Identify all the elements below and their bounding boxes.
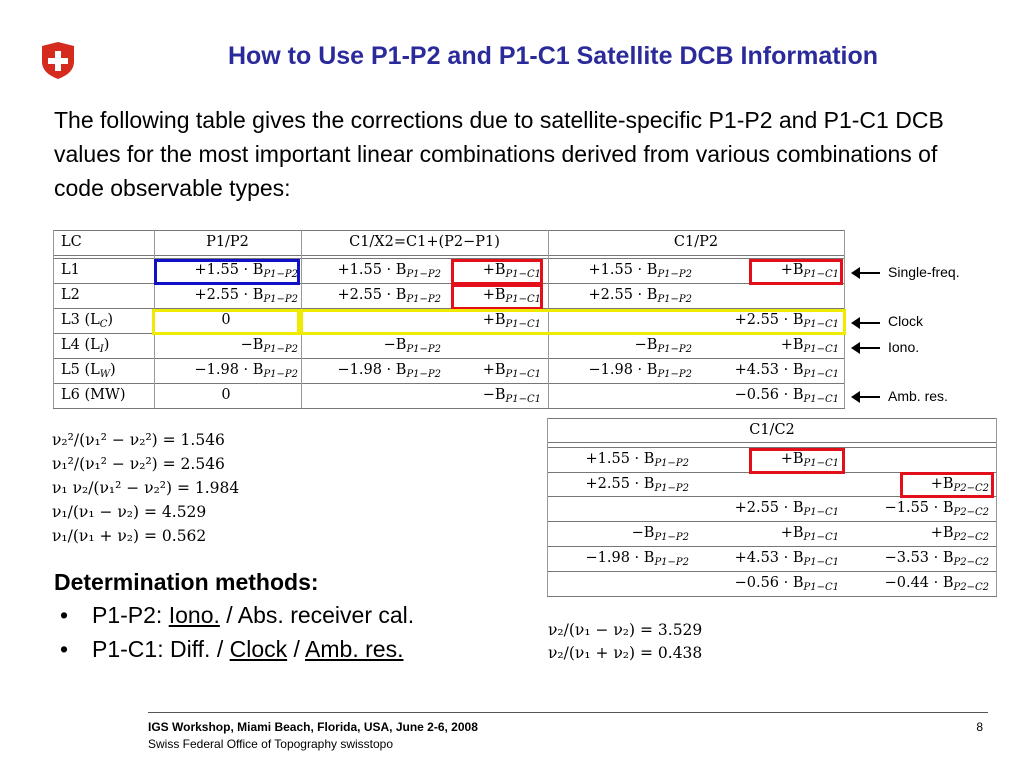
- table-row-lc: L3 (LC): [61, 312, 114, 330]
- c1c2-cell-b: +4.53 · BP1−C1: [734, 550, 839, 568]
- c1c2-cell-a: +1.55 · BP1−P2: [585, 451, 689, 469]
- footer-organization: Swiss Federal Office of Topography swiss…: [148, 737, 394, 751]
- formula-line-right: ν₂/(ν₁ − ν₂) = 3.529: [548, 621, 703, 639]
- table-cell-c1p2-a: −1.98 · BP1−P2: [588, 362, 692, 380]
- table-cell-c1x2-a: +1.55 · BP1−P2: [337, 262, 441, 280]
- annotation-clock: Clock: [888, 313, 924, 329]
- table-row-lc: L1: [61, 262, 80, 278]
- table-cell-c1p2-a: +2.55 · BP1−P2: [588, 287, 692, 305]
- table-row-lc: L4 (LI): [61, 337, 110, 355]
- formula-line-right: ν₂/(ν₁ + ν₂) = 0.438: [548, 644, 703, 662]
- table-cell-c1x2-a: −BP1−P2: [383, 337, 441, 355]
- c1c2-cell-c: −3.53 · BP2−C2: [884, 550, 989, 568]
- highlight-red-box-l1-c1x2: [451, 259, 543, 285]
- annotation-iono: Iono.: [888, 339, 920, 355]
- header-lc: LC: [61, 234, 82, 250]
- method-p1p2-rest: / Abs. receiver cal.: [219, 602, 415, 628]
- highlight-red-box-c1c2-c: [900, 472, 994, 498]
- table-cell-c1p2-b: −0.56 · BP1−C1: [734, 387, 839, 405]
- method-amb-res-link: Amb. res.: [305, 636, 404, 662]
- c1c2-cell-b: +BP1−C1: [780, 525, 839, 543]
- table-cell-c1p2-b: +BP1−C1: [780, 262, 839, 280]
- c1c2-cell-b: +2.55 · BP1−C1: [734, 500, 839, 518]
- c1c2-cell-c: −1.55 · BP2−C2: [884, 500, 989, 518]
- table-cell-c1x2-a: −1.98 · BP1−P2: [337, 362, 441, 380]
- table-cell-c1x2-b: −BP1−C1: [482, 387, 541, 405]
- highlight-blue-box: [154, 259, 300, 285]
- table-cell-p1p2: +2.55 · BP1−P2: [194, 287, 298, 305]
- highlight-red-box-l2-c1x2: [451, 284, 543, 310]
- c1c2-correction-table: C1/C2 +1.55 · BP1−P2 +BP1−C1 +2.55 · BP1−P…: [547, 418, 997, 598]
- method-bullet-p1c1: • P1-C1: Diff. / Clock / Amb. res.: [60, 636, 404, 662]
- c1c2-cell-b: +BP1−C1: [780, 451, 839, 469]
- table-cell-c1p2-a: −BP1−P2: [634, 337, 692, 355]
- method-separator: /: [287, 636, 306, 662]
- formula-line: ν₁/(ν₁ + ν₂) = 0.562: [52, 527, 207, 545]
- c1c2-cell-c: +BP2−C2: [930, 476, 989, 494]
- c1c2-cell-b: [697, 472, 839, 496]
- c1c2-cell-a: [551, 496, 689, 520]
- method-iono-link: Iono.: [168, 602, 220, 628]
- table-cell-c1p2-a: [550, 383, 692, 407]
- c1c2-cell-c: −0.44 · BP2−C2: [884, 575, 989, 593]
- method-bullet-p1p2: • P1-P2: Iono. / Abs. receiver cal.: [60, 602, 415, 628]
- header-c1p2: C1/P2: [673, 234, 719, 250]
- annotation-amb-res: Amb. res.: [888, 388, 948, 404]
- highlight-yellow-box-rest: [300, 309, 846, 335]
- arrow-amb-res-icon: [851, 391, 880, 403]
- c1c2-cell-a: [551, 571, 689, 595]
- page-number: 8: [976, 720, 983, 734]
- table-row-lc: L5 (LW): [61, 362, 116, 380]
- intro-paragraph: The following table gives the correction…: [54, 107, 944, 201]
- table-cell-p1p2: −BP1−P2: [240, 337, 298, 355]
- table-cell-p1p2: 0: [221, 387, 231, 403]
- c1c2-cell-a: +2.55 · BP1−P2: [585, 476, 689, 494]
- table-cell-c1x2-b: +BP1−C1: [482, 312, 541, 330]
- table-cell-c1x2-a: [303, 383, 441, 407]
- page-title: How to Use P1-P2 and P1-C1 Satellite DCB…: [227, 42, 879, 70]
- formula-line: ν₁²/(ν₁² − ν₂²) = 2.546: [52, 455, 225, 473]
- c1c2-header: C1/C2: [749, 422, 795, 438]
- table-row-lc: L2: [61, 287, 80, 303]
- annotation-single-freq: Single-freq.: [888, 264, 960, 280]
- c1c2-cell-c: +BP2−C2: [930, 525, 989, 543]
- method-p1c1-prefix: P1-C1: Diff. /: [92, 636, 230, 662]
- table-cell-p1p2: +1.55 · BP1−P2: [194, 262, 298, 280]
- methods-title: Determination methods:: [54, 569, 319, 595]
- c1c2-cell-b: −0.56 · BP1−C1: [734, 575, 839, 593]
- table-row-lc: L6 (MW): [61, 387, 126, 403]
- lc-correction-table: LC P1/P2 C1/X2=C1+(P2−P1) C1/P2 L1 +1.55 …: [53, 230, 846, 410]
- footer-divider: [148, 712, 988, 713]
- header-c1x2: C1/X2=C1+(P2−P1): [349, 234, 500, 250]
- table-cell-c1x2-b: [445, 333, 541, 357]
- table-cell-c1x2-b: +BP1−C1: [482, 362, 541, 380]
- table-cell-c1p2-b: +2.55 · BP1−C1: [734, 312, 839, 330]
- arrow-iono-icon: [851, 342, 880, 354]
- header-p1p2: P1/P2: [206, 234, 249, 250]
- formula-line: ν₁/(ν₁ − ν₂) = 4.529: [52, 503, 207, 521]
- highlight-red-box-l1-c1p2: [749, 259, 843, 285]
- swiss-cross-logo-icon: [42, 42, 74, 79]
- c1c2-cell-c: [843, 447, 989, 471]
- table-cell-c1p2-b: +4.53 · BP1−C1: [734, 362, 839, 380]
- table-cell-c1p2-b: +BP1−C1: [780, 337, 839, 355]
- table-cell-c1p2-a: +1.55 · BP1−P2: [588, 262, 692, 280]
- table-cell-c1x2-b: +BP1−C1: [482, 287, 541, 305]
- arrow-single-freq-icon: [851, 267, 880, 279]
- arrow-clock-icon: [851, 317, 880, 329]
- table-cell-c1x2-b: +BP1−C1: [482, 262, 541, 280]
- formula-line: ν₂²/(ν₁² − ν₂²) = 1.546: [52, 431, 225, 449]
- c1c2-cell-a: −1.98 · BP1−P2: [585, 550, 689, 568]
- highlight-yellow-box-p1p2: [152, 309, 300, 335]
- formula-line: ν₁ ν₂/(ν₁² − ν₂²) = 1.984: [52, 479, 240, 497]
- footer-event: IGS Workshop, Miami Beach, Florida, USA,…: [148, 720, 478, 734]
- c1c2-cell-a: −BP1−P2: [631, 525, 689, 543]
- table-cell-p1p2: 0: [221, 312, 231, 328]
- method-clock-link: Clock: [229, 636, 288, 662]
- method-p1p2-prefix: P1-P2:: [92, 602, 169, 628]
- table-cell-c1x2-a: +2.55 · BP1−P2: [337, 287, 441, 305]
- highlight-red-box-c1c2-b: [749, 448, 845, 474]
- table-cell-c1p2-b: [693, 283, 839, 307]
- table-cell-p1p2: −1.98 · BP1−P2: [194, 362, 298, 380]
